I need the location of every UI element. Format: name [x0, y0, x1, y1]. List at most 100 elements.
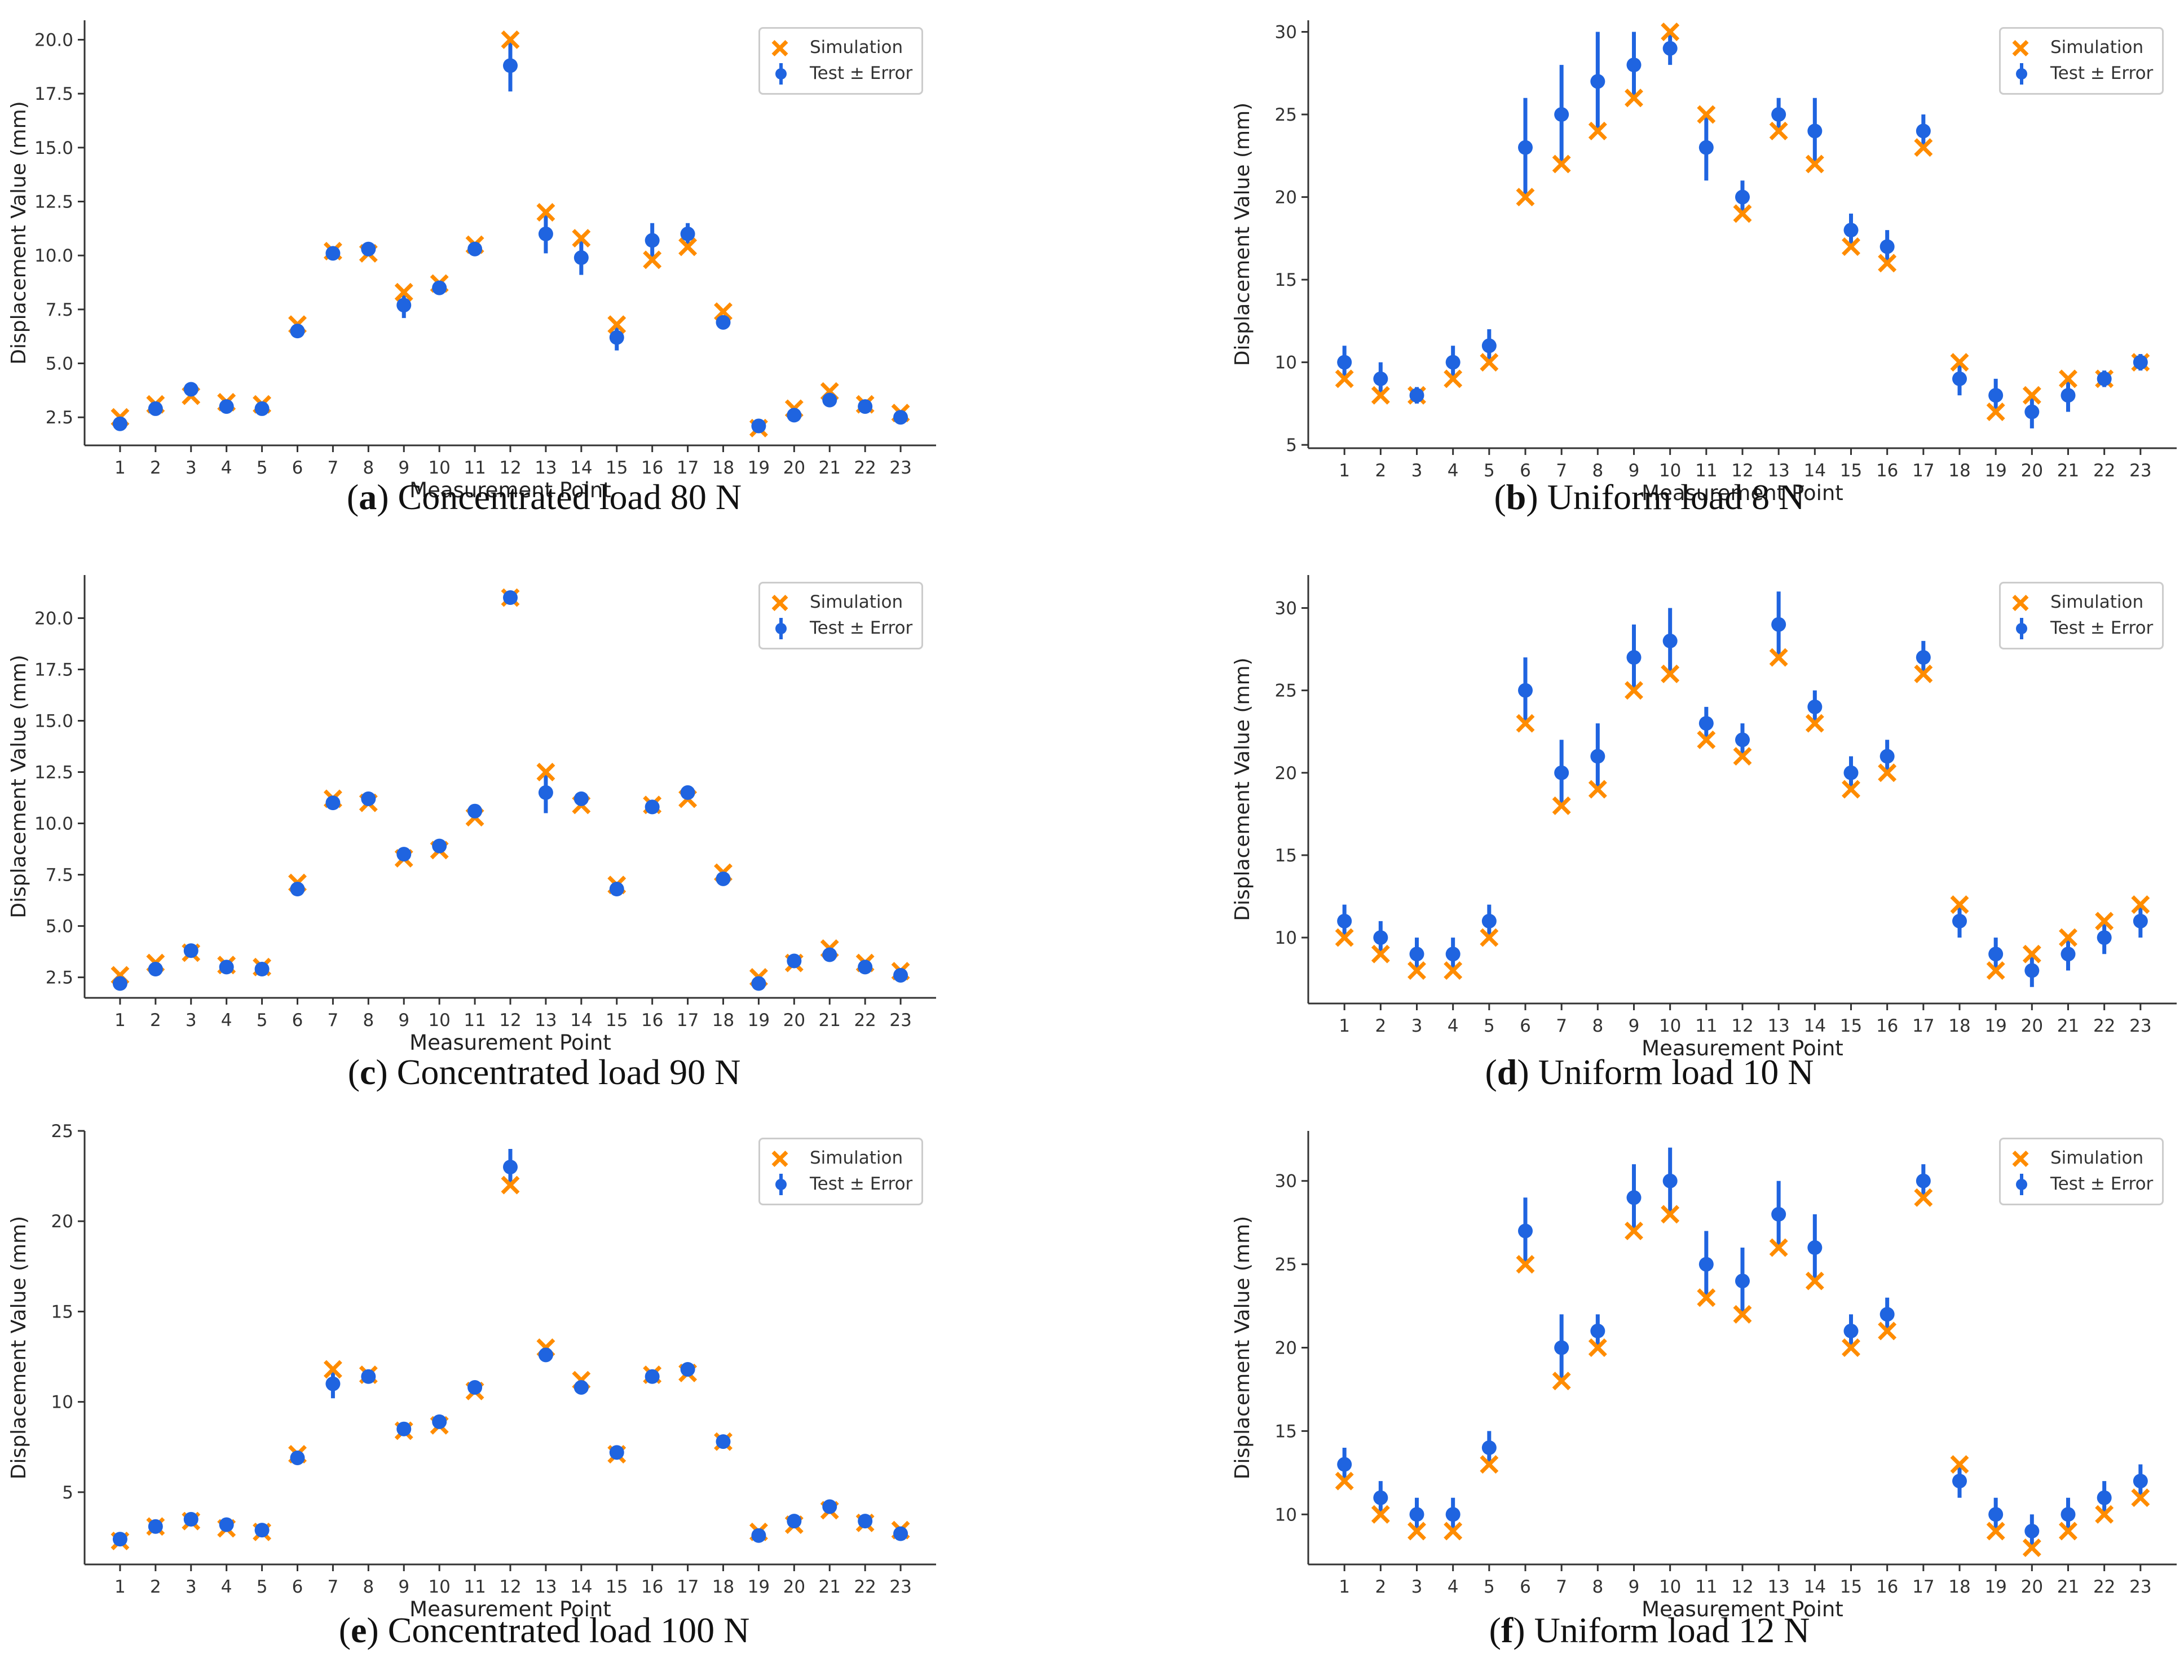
- simulation-point: [1625, 681, 1643, 700]
- test-point: [645, 799, 660, 815]
- simulation-point: [1805, 1271, 1824, 1290]
- x-tick-label: 20: [783, 1577, 805, 1597]
- y-axis-label: Displacement Value (mm): [7, 1216, 30, 1479]
- x-tick-label: 6: [1520, 1577, 1531, 1597]
- test-point: [219, 1517, 234, 1532]
- x-tick-label: 10: [428, 458, 450, 478]
- test-point: [1988, 947, 2004, 962]
- simulation-point: [1878, 763, 1897, 782]
- legend-label: Simulation: [810, 1148, 903, 1168]
- legend-label: Test ± Error: [810, 618, 913, 638]
- test-point: [1445, 1507, 1461, 1522]
- test-point: [325, 795, 341, 811]
- legend-entry: Simulation: [2009, 34, 2153, 60]
- x-tick-label: 2: [150, 1010, 161, 1031]
- simulation-mark-stroke: [1878, 1321, 1897, 1341]
- simulation-mark-stroke: [501, 1175, 520, 1195]
- x-tick-label: 1: [1339, 1577, 1350, 1597]
- x-tick-label: 13: [535, 1010, 557, 1031]
- x-tick-label: 14: [570, 458, 592, 478]
- simulation-point: [1950, 353, 1969, 372]
- y-tick-label: 10: [51, 1392, 73, 1413]
- caption-paren: (: [1489, 1610, 1501, 1650]
- x-tick-label: 9: [1629, 461, 1640, 481]
- test-point: [787, 1514, 802, 1529]
- simulation-mark-stroke: [2131, 1488, 2150, 1507]
- caption-text: Concentrated load 100 N: [387, 1610, 750, 1650]
- y-tick-label: 5: [1286, 435, 1297, 456]
- y-tick-label: 2.5: [46, 408, 73, 428]
- x-tick-label: 8: [1592, 1016, 1603, 1036]
- legend-label: Simulation: [810, 592, 903, 612]
- x-tick-label: 11: [1695, 461, 1717, 481]
- simulation-mark-stroke: [1733, 1305, 1752, 1324]
- y-tick-label: 20: [1275, 1338, 1297, 1359]
- y-tick-label: 12.5: [34, 192, 73, 213]
- simulation-point: [1588, 1338, 1607, 1357]
- test-point: [1481, 1440, 1497, 1455]
- legend-cross-icon: [2009, 1147, 2033, 1169]
- simulation-mark-stroke: [2022, 386, 2041, 405]
- legend-label: Simulation: [810, 37, 903, 58]
- x-tick-label: 23: [2129, 1016, 2151, 1036]
- x-tick-label: 5: [1484, 461, 1495, 481]
- simulation-mark-stroke: [1914, 1188, 1933, 1207]
- y-tick-label: 15: [51, 1302, 73, 1322]
- test-point: [1735, 732, 1750, 748]
- simulation-point: [1950, 1455, 1969, 1474]
- legend: Simulation Test ± Error: [758, 582, 924, 649]
- x-tick-label: 6: [292, 1010, 303, 1031]
- test-point: [1337, 1457, 1352, 1472]
- y-tick-label: 2.5: [46, 968, 73, 988]
- test-point: [1518, 140, 1533, 155]
- test-point: [183, 943, 198, 958]
- simulation-mark-stroke: [1769, 1238, 1788, 1257]
- x-tick-label: 3: [1411, 1577, 1423, 1597]
- test-point: [290, 882, 305, 897]
- simulation-point: [1335, 369, 1354, 388]
- x-tick-label: 12: [499, 1577, 521, 1597]
- test-point: [148, 1519, 163, 1534]
- y-tick-label: 5.0: [46, 917, 73, 937]
- test-point: [2097, 930, 2112, 945]
- x-tick-label: 7: [1556, 461, 1567, 481]
- test-point: [290, 1450, 305, 1465]
- x-tick-label: 8: [1592, 1577, 1603, 1597]
- chart-caption: (a) Concentrated load 80 N: [0, 476, 1088, 518]
- x-tick-label: 8: [363, 1010, 374, 1031]
- simulation-mark-stroke: [1842, 780, 1860, 799]
- x-tick-label: 10: [428, 1010, 450, 1031]
- test-point: [751, 976, 766, 991]
- simulation-point: [1552, 796, 1571, 815]
- simulation-mark-stroke: [1480, 353, 1499, 372]
- legend: Simulation Test ± Error: [1999, 27, 2164, 95]
- test-point: [1735, 189, 1750, 205]
- x-tick-label: 17: [1912, 1577, 1934, 1597]
- simulation-point: [1986, 403, 2005, 422]
- x-tick-label: 3: [186, 1010, 197, 1031]
- legend-entry: Test ± Error: [2009, 60, 2153, 86]
- test-point: [2097, 1490, 2112, 1505]
- simulation-point: [1733, 204, 1752, 223]
- legend-entry: Simulation: [2009, 1145, 2153, 1171]
- x-tick-label: 22: [854, 1010, 876, 1031]
- x-tick-label: 6: [292, 1577, 303, 1597]
- simulation-mark-stroke: [1588, 1338, 1607, 1357]
- simulation-mark-stroke: [1697, 730, 1716, 749]
- simulation-point: [1842, 237, 1860, 256]
- x-tick-label: 23: [889, 1577, 911, 1597]
- legend: Simulation Test ± Error: [1999, 1138, 2164, 1205]
- test-point: [361, 241, 376, 257]
- x-tick-label: 8: [363, 1577, 374, 1597]
- test-point: [1698, 716, 1714, 731]
- simulation-point: [1805, 714, 1824, 733]
- test-point: [893, 1526, 908, 1541]
- simulation-mark-stroke: [1733, 204, 1752, 223]
- test-point: [1807, 699, 1823, 714]
- x-tick-label: 3: [1411, 461, 1423, 481]
- test-point: [1373, 930, 1388, 945]
- simulation-point: [1697, 1288, 1716, 1307]
- x-tick-label: 6: [1520, 1016, 1531, 1036]
- test-point: [858, 1514, 873, 1529]
